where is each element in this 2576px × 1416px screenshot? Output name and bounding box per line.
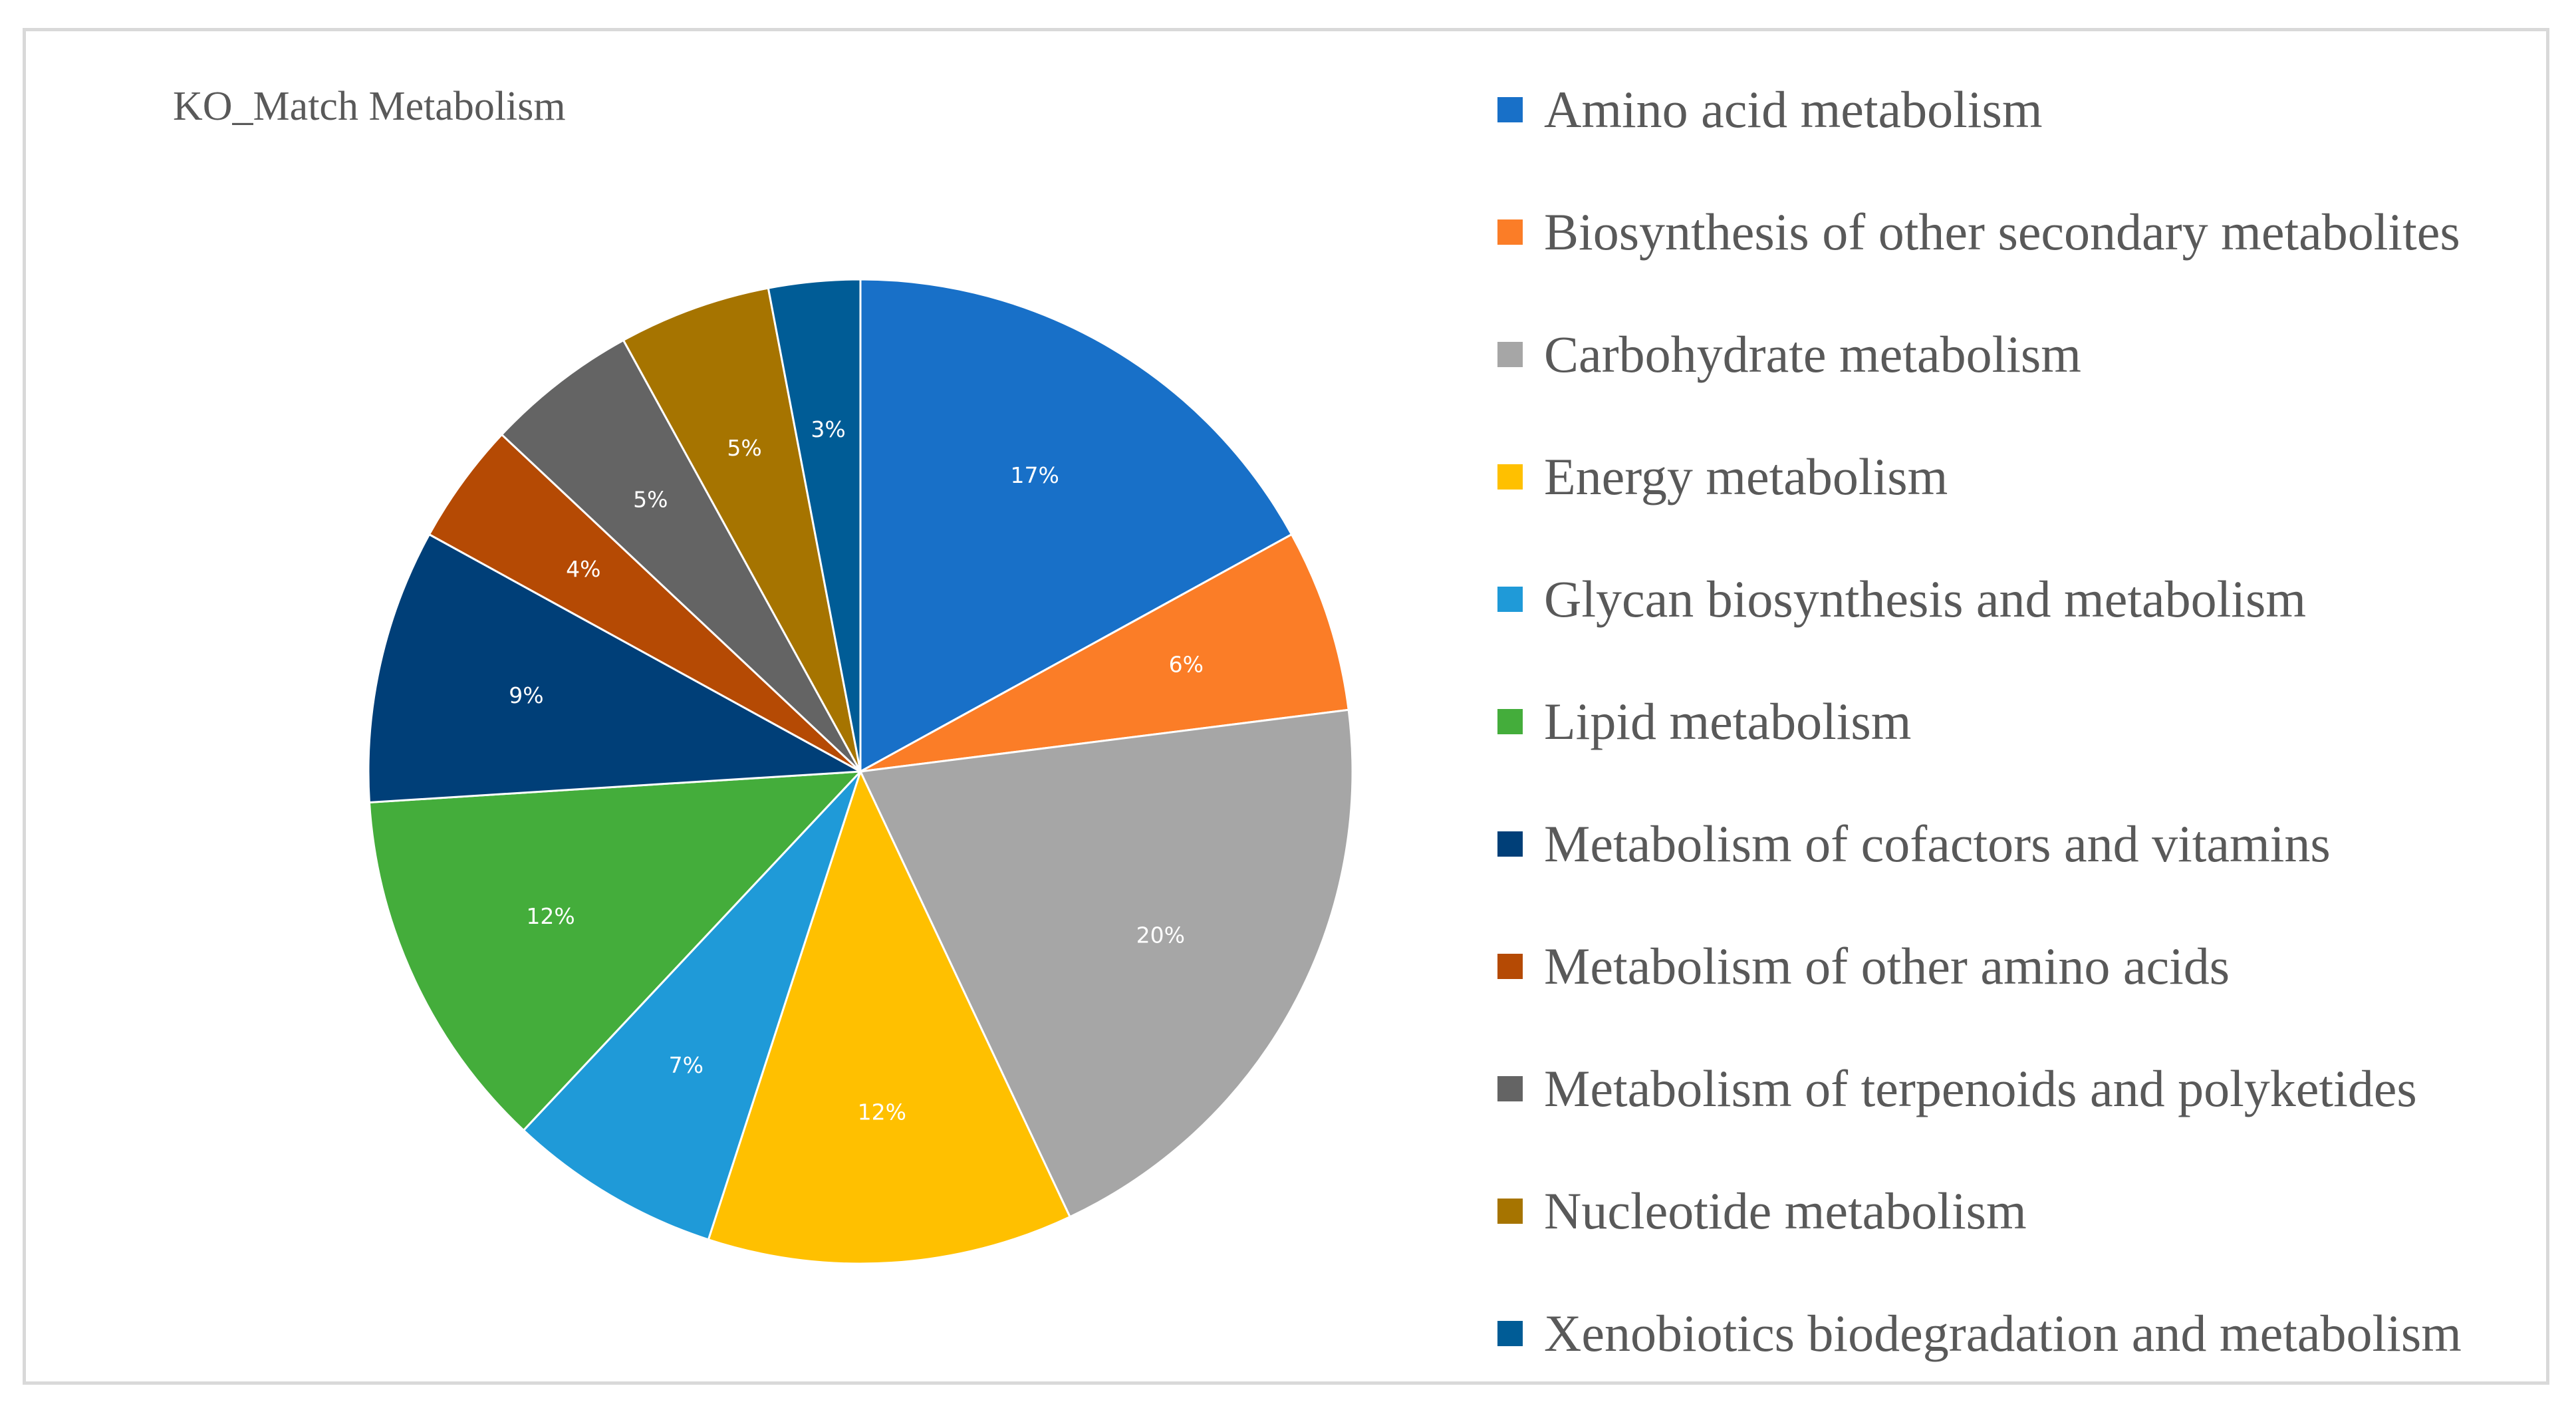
pie-slice-10 [622, 287, 862, 772]
legend-swatch [1497, 954, 1523, 979]
legend-item: Biosynthesis of other secondary metaboli… [1497, 196, 2460, 269]
slice-label-9: 5% [633, 487, 668, 513]
pie-slice-3 [858, 708, 1354, 1218]
legend-item: Nucleotide metabolism [1497, 1175, 2027, 1248]
legend-swatch [1497, 831, 1523, 857]
legend-label: Metabolism of terpenoids and polyketides [1544, 1060, 2417, 1117]
legend-swatch [1497, 464, 1523, 490]
legend-item: Metabolism of terpenoids and polyketides [1497, 1052, 2417, 1125]
chart-title: KO_Match Metabolism [173, 84, 566, 129]
legend-swatch [1497, 709, 1523, 734]
legend-label: Metabolism of other amino acids [1544, 937, 2230, 995]
legend-item: Energy metabolism [1497, 440, 1948, 513]
legend-label: Energy metabolism [1544, 448, 1948, 505]
pie-slice-6 [368, 770, 863, 1132]
slice-label-8: 4% [566, 556, 600, 582]
slice-label-2: 6% [1169, 651, 1204, 677]
legend-swatch [1497, 587, 1523, 612]
legend-label: Lipid metabolism [1544, 692, 1912, 750]
legend-item: Carbohydrate metabolism [1497, 318, 2081, 391]
pie-slice-4 [707, 768, 1072, 1265]
pie-slice-7 [367, 533, 864, 804]
slice-label-5: 7% [669, 1052, 704, 1078]
slice-label-1: 17% [1010, 462, 1059, 488]
slice-label-4: 12% [858, 1099, 906, 1125]
pie-slice-8 [428, 433, 862, 773]
pie-slice-9 [500, 339, 862, 773]
legend-label: Glycan biosynthesis and metabolism [1544, 570, 2307, 628]
legend-label: Xenobiotics biodegradation and metabolis… [1544, 1304, 2462, 1362]
legend-item: Lipid metabolism [1497, 685, 1911, 758]
legend: Amino acid metabolism Biosynthesis of oth… [1497, 73, 2535, 1363]
pie-slice-11 [767, 278, 862, 772]
legend-label: Biosynthesis of other secondary metaboli… [1544, 203, 2460, 261]
legend-swatch [1497, 97, 1523, 122]
legend-item: Metabolism of other amino acids [1497, 930, 2230, 1003]
slice-label-3: 20% [1136, 922, 1185, 948]
slice-label-6: 12% [526, 903, 575, 929]
pie-slice-5 [522, 770, 862, 1241]
legend-label: Nucleotide metabolism [1544, 1182, 2027, 1240]
legend-item: Xenobiotics biodegradation and metabolis… [1497, 1297, 2462, 1370]
legend-swatch [1497, 1076, 1523, 1101]
legend-label: Metabolism of cofactors and vitamins [1544, 815, 2331, 873]
legend-item: Amino acid metabolism [1497, 73, 2043, 146]
legend-item: Metabolism of cofactors and vitamins [1497, 807, 2331, 881]
pie-slice-2 [860, 533, 1350, 773]
legend-label: Amino acid metabolism [1544, 80, 2043, 138]
legend-item: Glycan biosynthesis and metabolism [1497, 563, 2306, 636]
pie-slice-1 [859, 278, 1293, 774]
legend-swatch [1497, 1321, 1523, 1346]
legend-label: Carbohydrate metabolism [1544, 325, 2081, 383]
slice-label-11: 3% [811, 416, 845, 442]
legend-swatch [1497, 342, 1523, 367]
legend-swatch [1497, 219, 1523, 245]
legend-swatch [1497, 1199, 1523, 1224]
slice-label-7: 9% [509, 682, 543, 708]
slice-label-10: 5% [727, 435, 761, 461]
